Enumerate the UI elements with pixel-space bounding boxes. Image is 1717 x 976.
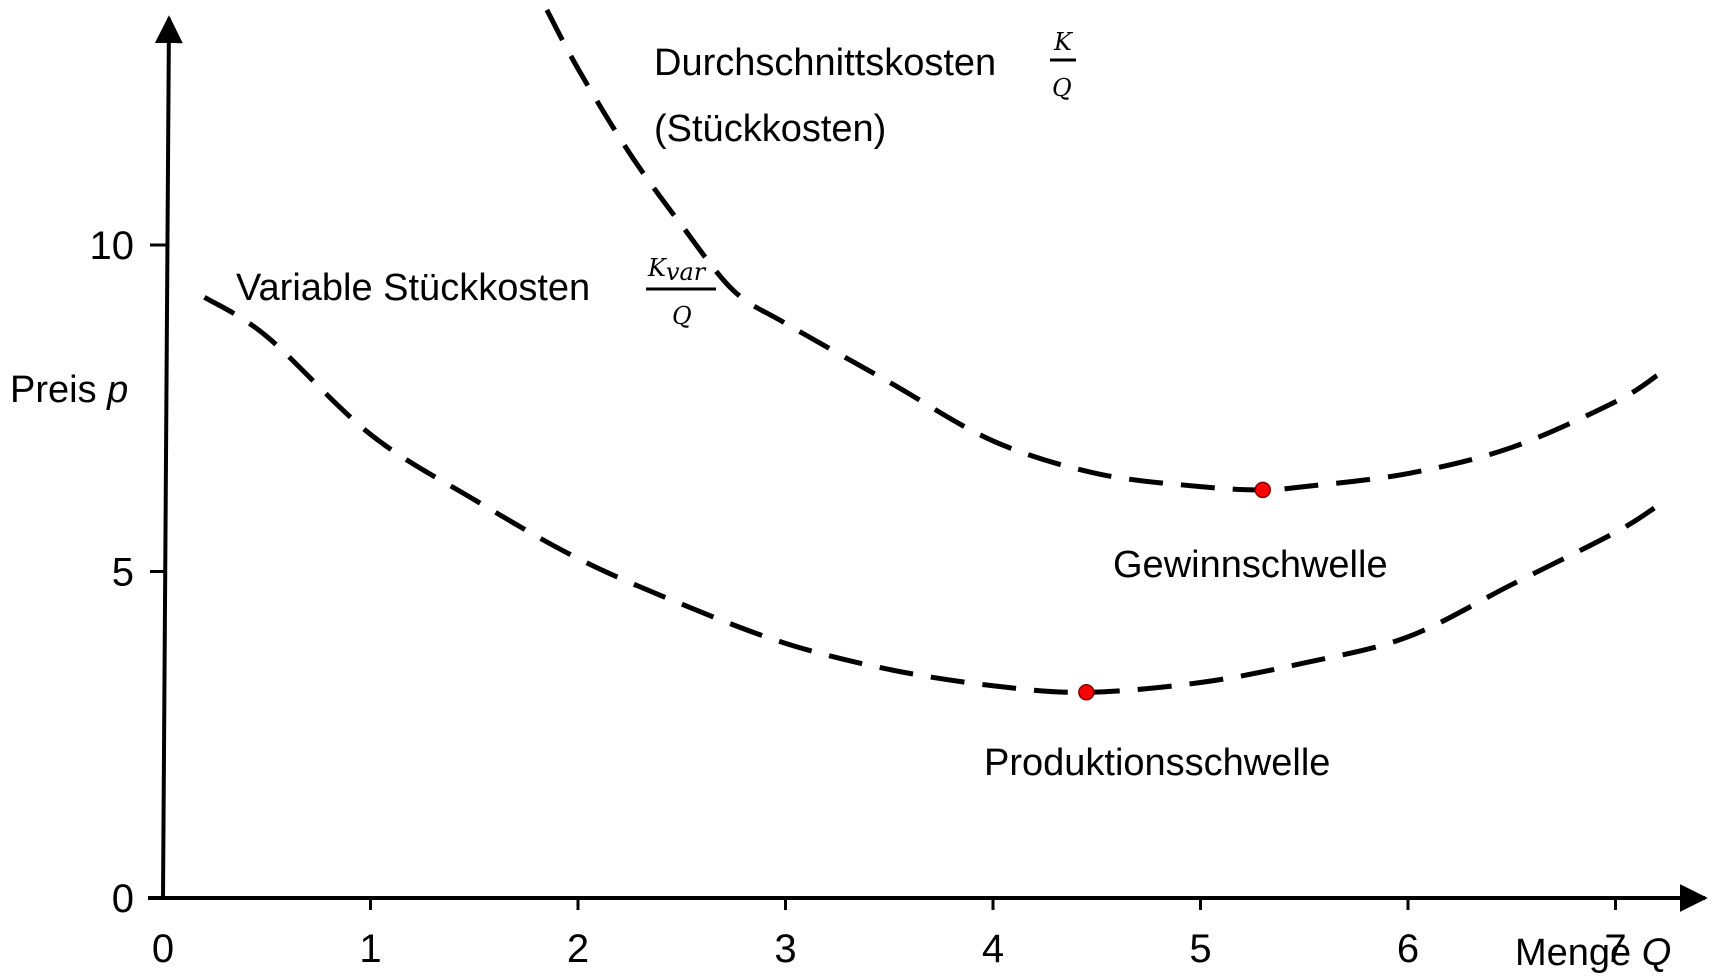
ticks — [150, 243, 1617, 910]
annotation-durchschnittskosten: Durchschnittskosten K Q (Stückkosten) — [654, 28, 1076, 150]
y-axis-label: Preis p — [10, 369, 128, 411]
fraction-numerator-k: K — [1053, 28, 1074, 56]
points — [1078, 481, 1271, 701]
x-tick-label-4: 4 — [982, 927, 1004, 971]
x-tick-label-2: 2 — [567, 927, 589, 971]
point-label-produktionsschwelle: Produktionsschwelle — [984, 742, 1330, 784]
annotation-variable-stueckkosten: Variable Stückkosten Kvar Q — [236, 254, 716, 330]
series-label-durchschnittskosten: Durchschnittskosten — [654, 42, 996, 84]
x-tick-label-3: 3 — [774, 927, 796, 971]
y-tick-label-0: 0 — [112, 877, 134, 921]
x-tick-label-7: 7 — [1604, 927, 1626, 971]
y-axis — [154, 15, 183, 899]
x-tick-label-0: 0 — [152, 927, 174, 971]
series-line-variable-stueckkosten — [203, 295, 1659, 695]
point-label-gewinnschwelle: Gewinnschwelle — [1113, 544, 1388, 586]
point-gewinnschwelle — [1254, 481, 1271, 499]
x-tick-label-1: 1 — [359, 927, 381, 971]
y-tick-label-10: 10 — [90, 224, 135, 268]
fraction-denominator-q: Q — [1052, 74, 1072, 102]
fraction-numerator-kvar: Kvar — [647, 254, 707, 286]
x-axis-label: Menge Q — [1515, 932, 1671, 974]
curves — [203, 8, 1659, 695]
tick-labels: 0 1 2 3 4 5 6 7 0 5 10 — [90, 224, 1627, 971]
series-label-variable-stueckkosten: Variable Stückkosten — [236, 267, 590, 309]
series-line-durchschnittskosten — [544, 8, 1659, 493]
y-tick-label-5: 5 — [112, 551, 134, 595]
series-label-stueckkosten: (Stückkosten) — [654, 108, 886, 150]
point-produktionsschwelle — [1078, 684, 1095, 701]
x-tick-label-5: 5 — [1189, 927, 1211, 971]
fraction-denominator-q-var: Q — [672, 302, 692, 330]
x-tick-label-6: 6 — [1397, 927, 1419, 971]
